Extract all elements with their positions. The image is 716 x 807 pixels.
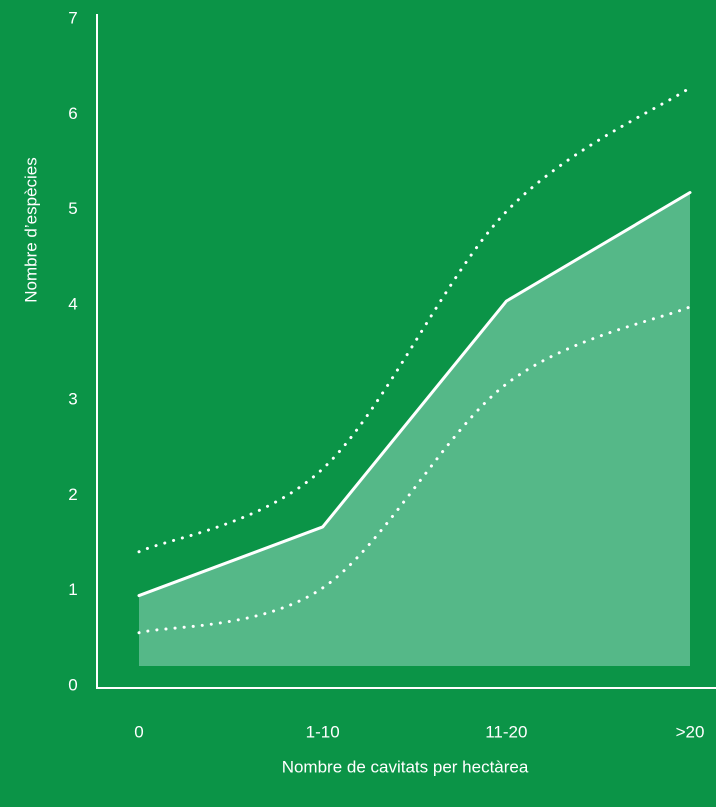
y-axis-title: Nombre d’espècies — [21, 157, 40, 303]
area — [139, 192, 690, 666]
bound-line — [137, 86, 692, 554]
bound-line — [137, 305, 692, 635]
y-tick-label: 1 — [68, 580, 77, 599]
x-tick-label: >20 — [676, 722, 705, 741]
x-axis-title: Nombre de cavitats per hectàrea — [282, 757, 529, 776]
x-tick-label: 1-10 — [306, 722, 340, 741]
y-tick-label: 7 — [68, 8, 77, 27]
x-tick-label: 11-20 — [485, 722, 527, 741]
y-tick-label: 4 — [68, 294, 77, 313]
y-tick-label: 6 — [68, 104, 77, 123]
y-tick-label: 0 — [68, 675, 77, 694]
y-tick-label: 2 — [68, 485, 77, 504]
y-tick-label: 3 — [68, 390, 77, 409]
mean-line — [137, 191, 692, 598]
x-tick-label: 0 — [134, 722, 143, 741]
y-tick-label: 5 — [68, 199, 77, 218]
